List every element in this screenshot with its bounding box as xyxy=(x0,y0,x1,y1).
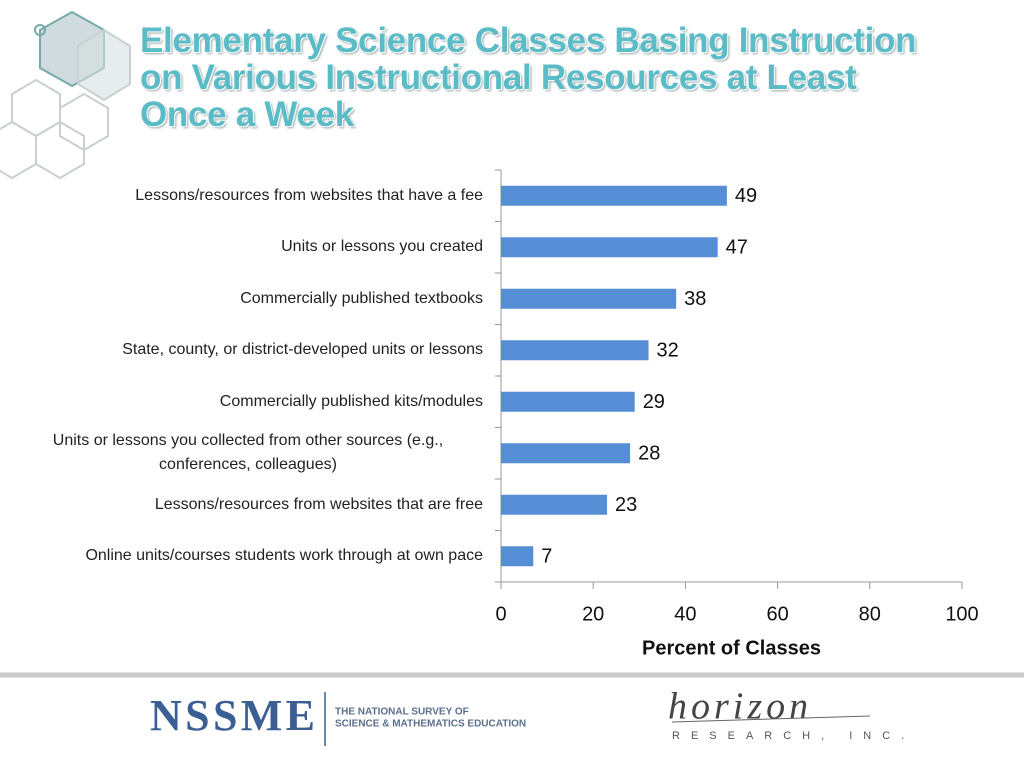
y-tick-label: Online units/courses students work throu… xyxy=(85,547,483,565)
partner-sub: RESEARCH, INC. xyxy=(672,730,915,742)
bar xyxy=(501,237,718,258)
chart-title: Elementary Science Classes Basing Instru… xyxy=(140,21,917,134)
logo: NSSME xyxy=(150,691,315,740)
value-label: 47 xyxy=(726,237,748,259)
value-label: 38 xyxy=(684,288,706,310)
value-label: 23 xyxy=(615,494,637,516)
y-tick-label: Lessons/resources from websites that are… xyxy=(154,495,483,513)
bar xyxy=(501,546,534,567)
hexagon-decoration xyxy=(0,10,131,180)
y-tick-label: Commercially published textbooks xyxy=(240,289,483,307)
bar xyxy=(501,494,608,515)
value-label: 28 xyxy=(638,443,660,465)
y-tick-label: Lessons/resources from websites that hav… xyxy=(135,186,483,204)
bar xyxy=(501,340,649,361)
y-tick-label: State, county, or district-developed uni… xyxy=(122,341,483,359)
partner-logo: horizon xyxy=(668,686,812,728)
x-tick-label: 100 xyxy=(945,603,978,625)
x-tick-label: 40 xyxy=(674,603,696,625)
bar xyxy=(501,391,635,412)
x-tick-label: 20 xyxy=(582,603,604,625)
value-label: 29 xyxy=(643,391,665,413)
bar xyxy=(501,443,631,464)
x-tick-label: 60 xyxy=(766,603,788,625)
partner-underline xyxy=(671,715,871,723)
value-label: 7 xyxy=(541,546,552,568)
y-tick-label: Units or lessons you created xyxy=(281,238,483,256)
y-tick-label: Commercially published kits/modules xyxy=(219,392,483,410)
x-tick-label: 0 xyxy=(495,603,506,625)
x-tick-label: 80 xyxy=(859,603,881,625)
value-label: 49 xyxy=(735,185,757,207)
y-tick-label: Units or lessons you collected from othe… xyxy=(52,432,444,474)
logo-text: SCIENCE & MATHEMATICS EDUCATION xyxy=(335,719,526,730)
bar xyxy=(501,185,727,206)
logo-text: THE NATIONAL SURVEY OF xyxy=(335,707,469,718)
bar xyxy=(501,288,677,309)
x-axis-label: Percent of Classes xyxy=(642,637,821,659)
value-label: 32 xyxy=(657,340,679,362)
